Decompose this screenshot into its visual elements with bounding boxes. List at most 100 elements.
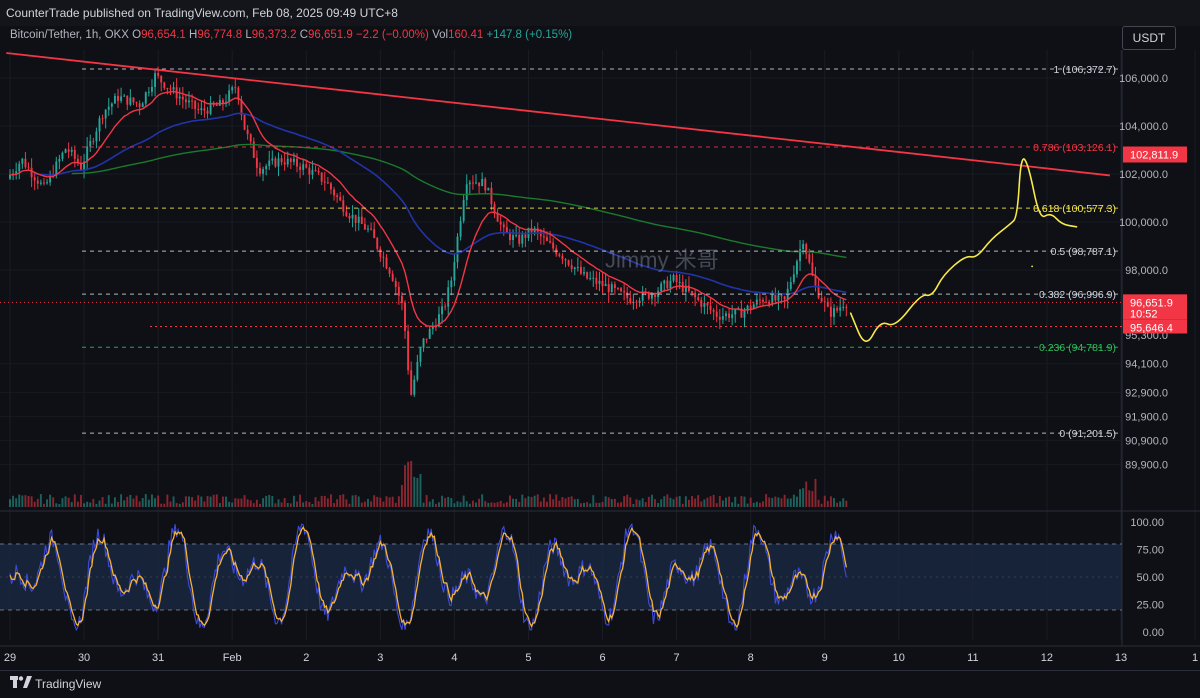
candle-body <box>808 254 811 263</box>
volume-bar <box>385 496 388 507</box>
candle-body <box>468 182 471 185</box>
fib-level-label: 0.5 (98,787.1) <box>1051 246 1116 258</box>
volume-bar <box>407 461 410 507</box>
candle-body <box>478 182 481 187</box>
time-axis-tick: 12 <box>1041 652 1053 664</box>
candle-body <box>55 161 58 176</box>
candle-body <box>243 115 246 130</box>
volume-bar <box>829 496 832 507</box>
price-axis-tick: 89,900.0 <box>1125 459 1168 471</box>
currency-button[interactable]: USDT <box>1122 26 1176 50</box>
volume-bar <box>209 496 212 507</box>
ema-fast-line <box>9 90 847 327</box>
volume-bar <box>703 499 706 507</box>
volume-bar <box>450 498 453 507</box>
volume-bar <box>475 502 477 507</box>
volume-bar <box>141 498 144 507</box>
volume-bar <box>478 498 481 507</box>
volume-bar <box>302 502 305 507</box>
volume-bar <box>410 460 413 507</box>
volume-bar <box>289 503 292 507</box>
volume-bar <box>521 494 524 507</box>
volume-bar <box>505 502 508 507</box>
candle-body <box>613 284 616 289</box>
volume-bar <box>786 498 789 507</box>
candle-body <box>765 301 768 303</box>
volume-bar <box>76 501 79 507</box>
candle-body <box>691 291 693 293</box>
candle-body <box>360 216 363 224</box>
candle-body <box>404 302 406 331</box>
trendline-price-tag: 102,811.9 <box>1130 150 1178 162</box>
candle-body <box>444 306 447 308</box>
volume-bar <box>212 494 215 507</box>
volume-bar <box>462 495 465 507</box>
fib-level-label: 1 (106,372.7) <box>1054 64 1116 76</box>
candle-body <box>728 313 731 318</box>
candle-body <box>663 280 666 284</box>
time-axis-tick: 9 <box>822 652 828 664</box>
candle-body <box>805 244 808 255</box>
candle-body <box>252 141 255 158</box>
volume-bar <box>197 495 200 507</box>
volume-bar <box>654 499 656 507</box>
volume-bar <box>438 502 440 507</box>
candle-body <box>221 100 224 104</box>
candle-body <box>39 182 42 184</box>
ema-mid-line <box>34 112 847 295</box>
volume-bar <box>363 501 366 507</box>
volume-bar <box>589 503 592 507</box>
volume-bar <box>120 494 123 507</box>
candle-body <box>629 298 632 303</box>
symbol-name[interactable]: Bitcoin/Tether, 1h, OKX <box>10 29 129 41</box>
volume-bar <box>259 503 261 507</box>
volume-bar <box>265 495 268 507</box>
candle-body <box>30 167 33 178</box>
resistance-trendline <box>6 52 1110 177</box>
volume-bar <box>546 501 548 507</box>
candle-body <box>471 182 474 184</box>
candle-body <box>752 304 755 309</box>
candle-body <box>697 297 700 300</box>
candle-body <box>762 299 764 302</box>
candle-body <box>783 296 786 300</box>
volume-bar <box>530 496 533 507</box>
volume-bar <box>487 502 490 507</box>
candle-body <box>505 227 508 233</box>
volume-bar <box>221 496 224 507</box>
volume-bar <box>734 496 737 507</box>
volume-bar <box>576 498 579 507</box>
volume-bar <box>796 496 798 507</box>
price-chart[interactable]: 1 (106,372.7) 0.786 (103,126.1) 0.618 (100… <box>0 26 1200 670</box>
volume-bar <box>428 501 431 507</box>
volume-bar <box>277 499 280 507</box>
stoch-axis-tick: 25.00 <box>1136 600 1164 612</box>
volume-bar <box>484 501 487 507</box>
tradingview-logo-icon[interactable] <box>10 671 32 698</box>
volume-bar <box>308 501 311 507</box>
candle-body <box>286 158 289 165</box>
volume-bar <box>135 495 138 507</box>
price-axis-tick: 106,000.0 <box>1119 73 1168 85</box>
volume-bar <box>842 498 845 507</box>
candle-body <box>796 261 798 275</box>
candle-body <box>684 285 687 292</box>
candle-body <box>277 158 280 167</box>
volume-bar <box>147 499 150 507</box>
volume-bar <box>833 498 835 507</box>
volume-bar <box>391 496 394 507</box>
candle-body <box>67 149 70 152</box>
candle-body <box>76 158 79 164</box>
candle-body <box>833 308 835 317</box>
volume-bar <box>67 497 70 507</box>
volume-bar <box>595 502 598 507</box>
volume-bar <box>126 496 129 507</box>
candle-body <box>237 87 240 100</box>
volume-bar <box>607 497 610 507</box>
candle-body <box>36 180 39 184</box>
candle-body <box>678 282 681 284</box>
volume-bar <box>542 497 545 507</box>
candle-body <box>718 316 721 320</box>
candle-body <box>499 221 502 225</box>
candle-body <box>675 275 678 283</box>
